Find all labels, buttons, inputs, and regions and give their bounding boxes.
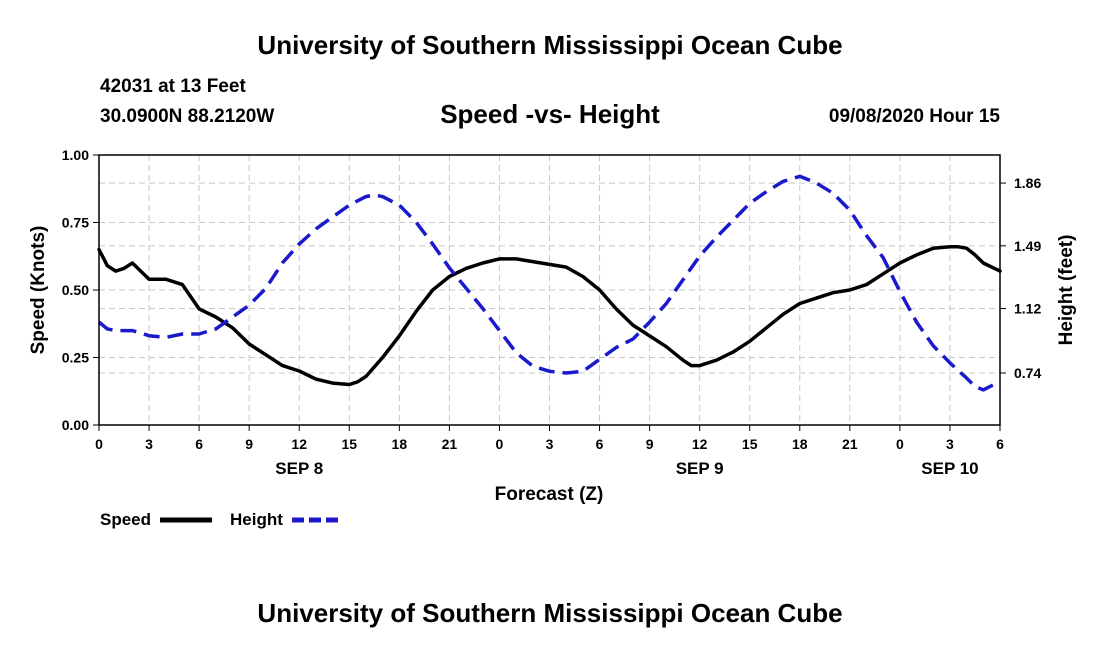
x-tick-label: 18 [392,436,408,452]
x-tick-label: 9 [646,436,654,452]
y2-axis-label: Height (feet) [1056,235,1077,346]
x-axis-label: Forecast (Z) [495,484,604,505]
legend-height-label: Height [230,510,283,529]
x-tick-label: 15 [341,436,357,452]
y-axis-label: Speed (Knots) [28,226,49,355]
y2-tick-label: 1.86 [1014,175,1041,191]
coordinates-label: 30.0900N 88.2120W [100,106,275,127]
x-tick-label: 0 [95,436,103,452]
x-tick-label: 21 [842,436,858,452]
x-tick-label: 0 [496,436,504,452]
x-tick-label: 12 [291,436,307,452]
datetime-label: 09/08/2020 Hour 15 [828,106,1000,127]
height-series-line [97,174,1001,392]
x-day-label: SEP 10 [921,459,978,478]
footer-title: University of Southern Mississippi Ocean… [257,598,843,628]
y2-tick-label: 1.12 [1014,301,1041,317]
speed-series-line [97,245,1002,387]
y-tick-label: 0.00 [62,417,89,433]
station-label: 42031 at 13 Feet [100,76,246,97]
chart-title: University of Southern Mississippi Ocean… [257,30,843,60]
x-tick-label: 15 [742,436,758,452]
y2-tick-label: 0.74 [1014,365,1041,381]
y2-tick-label: 1.49 [1014,238,1041,254]
x-tick-label: 3 [546,436,554,452]
x-tick-label: 9 [245,436,253,452]
grid [99,155,1000,425]
x-tick-label: 0 [896,436,904,452]
x-tick-label: 12 [692,436,708,452]
x-day-label: SEP 9 [676,459,724,478]
y-tick-label: 1.00 [62,147,89,163]
y-tick-label: 0.25 [62,350,89,366]
legend-speed-label: Speed [100,510,151,529]
x-day-label: SEP 8 [275,459,323,478]
x-tick-label: 3 [946,436,954,452]
y-tick-label: 0.75 [62,215,89,231]
x-tick-label: 21 [442,436,458,452]
x-tick-label: 6 [596,436,604,452]
legend: Speed Height [100,510,342,529]
chart-subtitle: Speed -vs- Height [440,99,660,129]
axes: 0 3 6 9 12 15 18 21 0 3 6 9 12 15 18 21 0 3 6 0.00 0.25 0.50 0… [62,147,1042,478]
series-layer [97,174,1002,392]
x-tick-label: 18 [792,436,808,452]
x-tick-label: 6 [195,436,203,452]
x-tick-label: 6 [996,436,1004,452]
y-tick-label: 0.50 [62,282,89,298]
x-tick-label: 3 [145,436,153,452]
